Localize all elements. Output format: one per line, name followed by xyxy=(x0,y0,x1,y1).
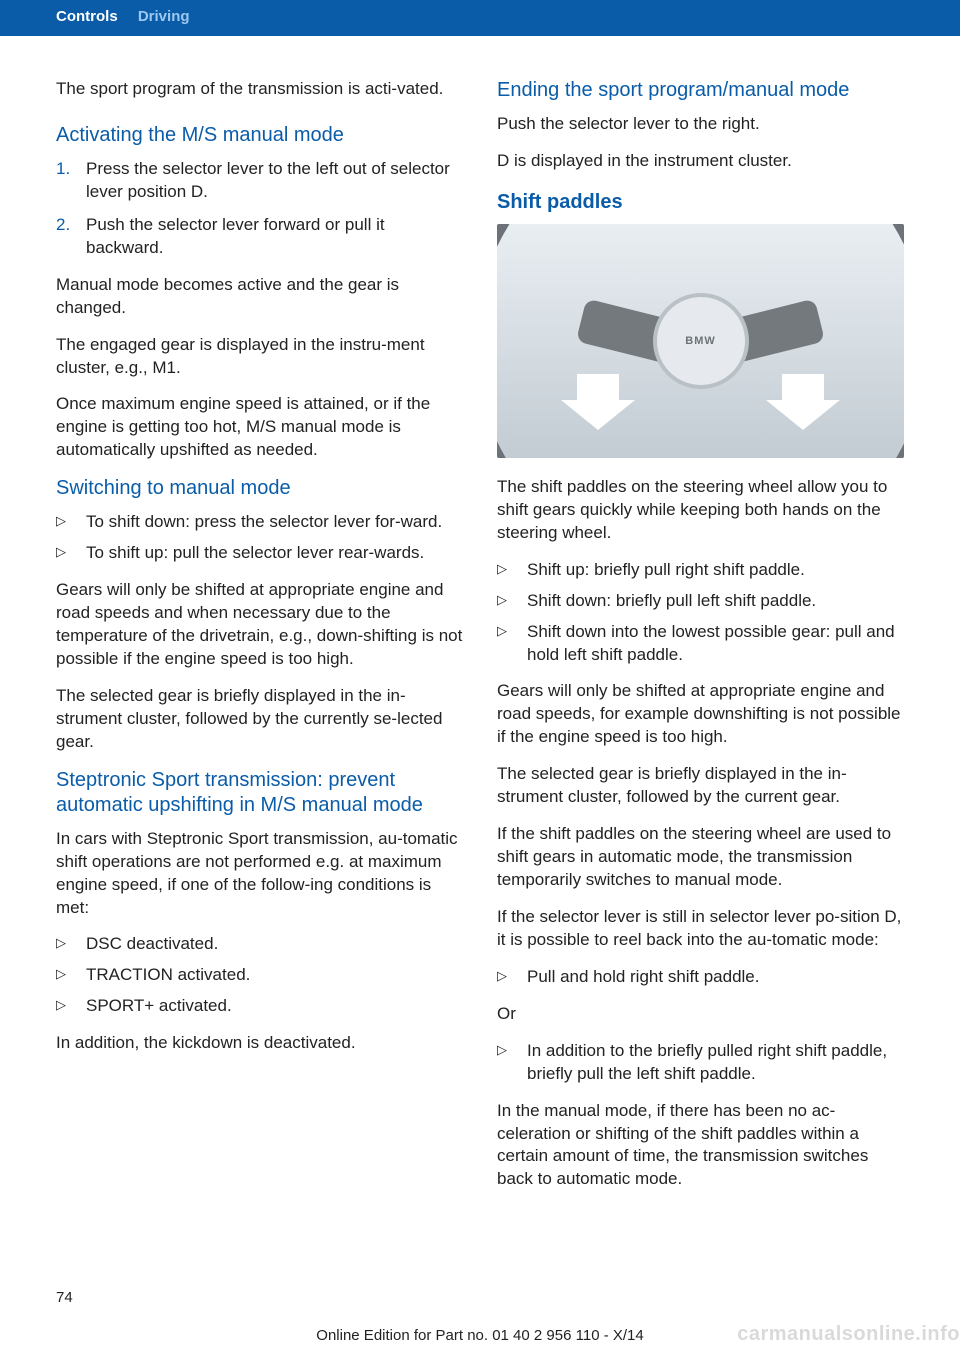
paragraph: Once maximum engine speed is attained, o… xyxy=(56,393,463,462)
list-item: Shift down into the lowest possible gear… xyxy=(497,621,904,667)
list-item: Shift up: briefly pull right shift paddl… xyxy=(497,559,904,582)
content-columns: The sport program of the transmission is… xyxy=(56,78,904,1205)
paragraph: D is displayed in the instrument cluster… xyxy=(497,150,904,173)
bullet-list: Pull and hold right shift paddle. xyxy=(497,966,904,989)
list-item: SPORT+ activated. xyxy=(56,995,463,1018)
figure-steering-wheel: BMW xyxy=(497,224,904,458)
paragraph: Manual mode becomes active and the gear … xyxy=(56,274,463,320)
heading-switching-manual: Switching to manual mode xyxy=(56,476,463,501)
breadcrumb-subsection: Driving xyxy=(138,8,190,25)
paragraph: Gears will only be shifted at appropriat… xyxy=(497,680,904,749)
breadcrumb: Controls Driving xyxy=(56,8,190,25)
heading-activating-ms: Activating the M/S manual mode xyxy=(56,123,463,148)
paragraph: Or xyxy=(497,1003,904,1026)
column-left: The sport program of the transmission is… xyxy=(56,78,463,1205)
step-number: 1. xyxy=(56,158,70,181)
page: Controls Driving The sport program of th… xyxy=(0,0,960,1362)
bullet-list: In addition to the briefly pulled right … xyxy=(497,1040,904,1086)
paragraph: The selected gear is briefly displayed i… xyxy=(497,763,904,809)
column-right: Ending the sport program/manual mode Pus… xyxy=(497,78,904,1205)
wheel-hub-badge: BMW xyxy=(653,293,749,389)
heading-ending-sport: Ending the sport program/manual mode xyxy=(497,78,904,103)
paragraph: In addition, the kickdown is deactivated… xyxy=(56,1032,463,1055)
list-item: To shift down: press the selector lever … xyxy=(56,511,463,534)
step-text: Push the selector lever forward or pull … xyxy=(86,215,385,257)
list-item: In addition to the briefly pulled right … xyxy=(497,1040,904,1086)
bullet-list: Shift up: briefly pull right shift paddl… xyxy=(497,559,904,667)
paragraph: If the selector lever is still in select… xyxy=(497,906,904,952)
step-text: Press the selector lever to the left out… xyxy=(86,159,450,201)
paragraph: In cars with Steptronic Sport transmissi… xyxy=(56,828,463,920)
bullet-list: DSC deactivated. TRACTION activated. SPO… xyxy=(56,933,463,1018)
step-item: 1. Press the selector lever to the left o… xyxy=(56,158,463,204)
paragraph: The selected gear is briefly displayed i… xyxy=(56,685,463,754)
list-item: DSC deactivated. xyxy=(56,933,463,956)
paragraph: If the shift paddles on the steering whe… xyxy=(497,823,904,892)
breadcrumb-section: Controls xyxy=(56,8,118,25)
paragraph: Push the selector lever to the right. xyxy=(497,113,904,136)
lead-paragraph: The sport program of the transmission is… xyxy=(56,78,463,101)
step-item: 2. Push the selector lever forward or pul… xyxy=(56,214,463,260)
watermark-text: carmanualsonline.info xyxy=(737,1323,960,1346)
paragraph: In the manual mode, if there has been no… xyxy=(497,1100,904,1192)
heading-steptronic: Steptronic Sport transmission: prevent a… xyxy=(56,768,463,818)
steps-list: 1. Press the selector lever to the left o… xyxy=(56,158,463,260)
list-item: Pull and hold right shift paddle. xyxy=(497,966,904,989)
list-item: Shift down: briefly pull left shift padd… xyxy=(497,590,904,613)
list-item: TRACTION activated. xyxy=(56,964,463,987)
arrow-down-right-icon xyxy=(766,374,840,434)
bullet-list: To shift down: press the selector lever … xyxy=(56,511,463,565)
page-number: 74 xyxy=(56,1289,73,1306)
paragraph: The shift paddles on the steering wheel … xyxy=(497,476,904,545)
step-number: 2. xyxy=(56,214,70,237)
paragraph: Gears will only be shifted at appropriat… xyxy=(56,579,463,671)
list-item: To shift up: pull the selector lever rea… xyxy=(56,542,463,565)
arrow-down-left-icon xyxy=(561,374,635,434)
paragraph: The engaged gear is displayed in the ins… xyxy=(56,334,463,380)
heading-shift-paddles: Shift paddles xyxy=(497,191,904,214)
